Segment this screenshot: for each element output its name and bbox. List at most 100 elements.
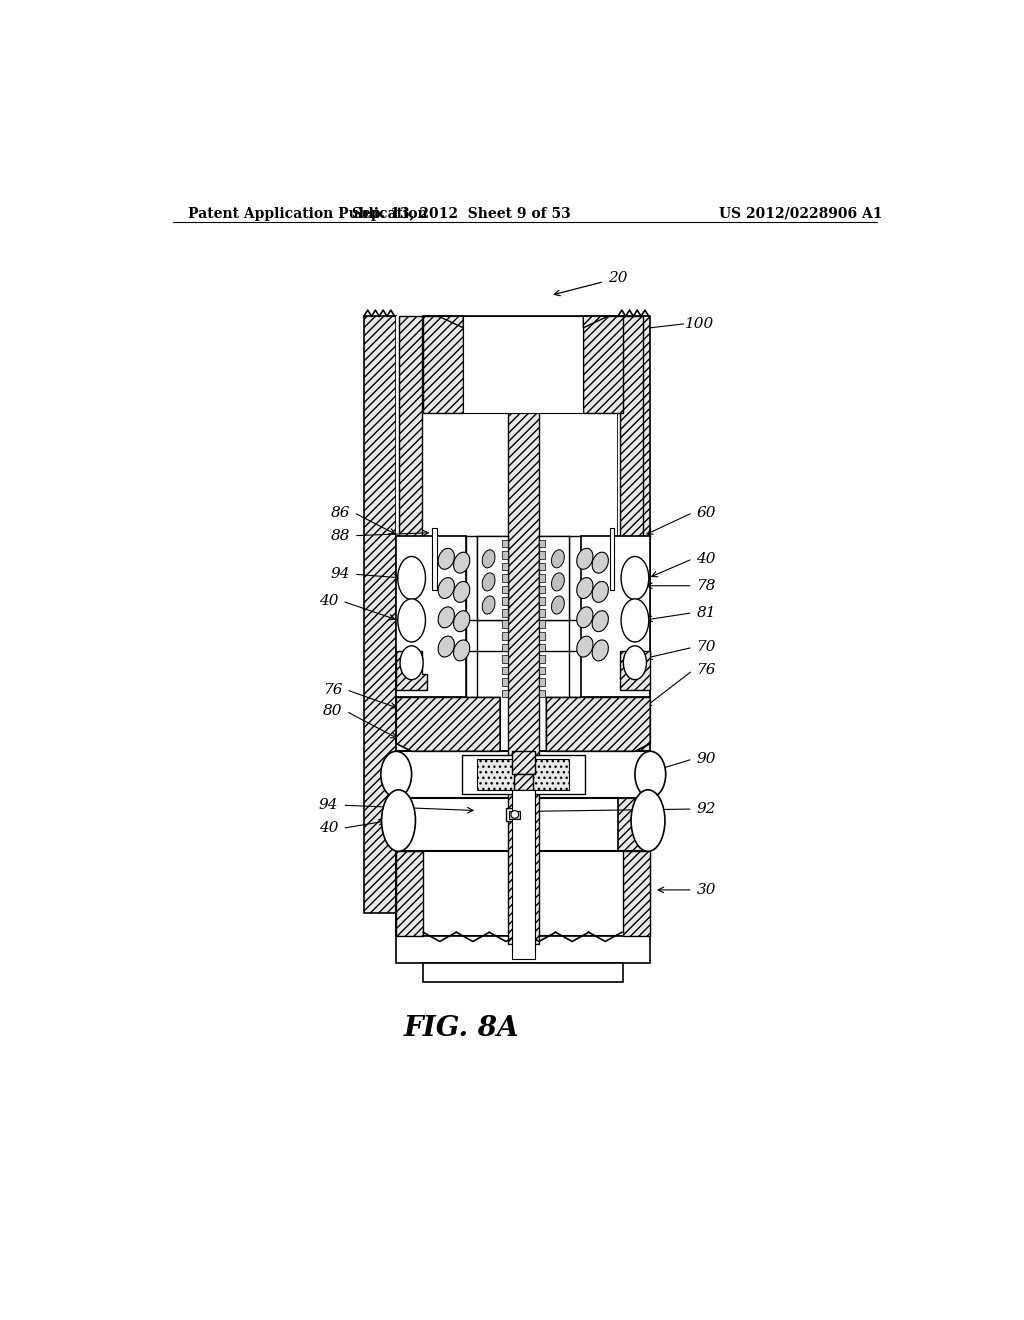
Bar: [617, 317, 650, 913]
Bar: [539, 609, 545, 616]
Text: 60: 60: [696, 506, 716, 520]
Text: 40: 40: [318, 594, 339, 609]
Bar: [539, 586, 545, 594]
Ellipse shape: [511, 810, 518, 818]
Text: 70: 70: [696, 640, 716, 655]
Bar: [502, 655, 508, 663]
Bar: [539, 540, 545, 548]
Ellipse shape: [592, 611, 608, 632]
Bar: [512, 751, 535, 775]
Bar: [514, 775, 532, 789]
Bar: [502, 552, 508, 558]
Bar: [396, 317, 398, 651]
Bar: [502, 574, 508, 582]
Polygon shape: [584, 317, 624, 327]
Bar: [539, 667, 545, 675]
Text: 90: 90: [696, 752, 716, 766]
Bar: [502, 562, 508, 570]
Bar: [423, 964, 624, 982]
Bar: [502, 667, 508, 675]
Bar: [502, 540, 508, 548]
Bar: [477, 759, 569, 789]
Ellipse shape: [482, 549, 495, 568]
Bar: [539, 689, 545, 697]
Text: 80: 80: [323, 705, 342, 718]
Ellipse shape: [552, 549, 564, 568]
Text: 76: 76: [323, 682, 342, 697]
Ellipse shape: [631, 789, 665, 851]
Text: 40: 40: [696, 552, 716, 566]
Ellipse shape: [482, 573, 495, 591]
Text: 30: 30: [696, 883, 716, 896]
Bar: [502, 678, 508, 686]
Ellipse shape: [624, 645, 646, 680]
Bar: [396, 936, 650, 964]
Bar: [512, 789, 535, 960]
Bar: [539, 678, 545, 686]
Ellipse shape: [454, 640, 470, 661]
Bar: [463, 317, 584, 413]
Bar: [502, 644, 508, 651]
Bar: [508, 335, 539, 944]
Text: Sep. 13, 2012  Sheet 9 of 53: Sep. 13, 2012 Sheet 9 of 53: [352, 207, 571, 220]
Bar: [621, 317, 643, 651]
Text: 94: 94: [331, 568, 350, 581]
Ellipse shape: [552, 595, 564, 614]
Text: 20: 20: [608, 271, 628, 285]
Ellipse shape: [577, 636, 593, 657]
Bar: [423, 317, 463, 413]
Ellipse shape: [382, 789, 416, 851]
Bar: [396, 751, 650, 797]
Text: 81: 81: [696, 606, 716, 619]
Bar: [539, 536, 569, 620]
Bar: [396, 851, 423, 936]
Bar: [364, 317, 396, 913]
Bar: [506, 808, 523, 821]
Bar: [396, 536, 466, 697]
Bar: [462, 755, 585, 793]
Bar: [539, 620, 545, 628]
Bar: [617, 317, 643, 651]
Ellipse shape: [438, 607, 455, 628]
Polygon shape: [396, 651, 427, 689]
Bar: [432, 528, 437, 590]
Bar: [539, 644, 545, 651]
Ellipse shape: [454, 552, 470, 573]
Ellipse shape: [454, 611, 470, 632]
Text: FIG. 8A: FIG. 8A: [403, 1015, 519, 1041]
Ellipse shape: [592, 640, 608, 661]
Ellipse shape: [621, 557, 649, 599]
Text: 78: 78: [696, 578, 716, 593]
Text: 92: 92: [696, 803, 716, 816]
Ellipse shape: [454, 581, 470, 602]
Ellipse shape: [621, 599, 649, 642]
Ellipse shape: [438, 548, 455, 569]
Bar: [502, 609, 508, 616]
Polygon shape: [423, 317, 463, 327]
Ellipse shape: [438, 578, 455, 598]
Ellipse shape: [592, 552, 608, 573]
Bar: [502, 689, 508, 697]
Ellipse shape: [552, 573, 564, 591]
Bar: [624, 851, 650, 936]
Bar: [398, 317, 422, 651]
Bar: [539, 562, 545, 570]
Bar: [539, 552, 545, 558]
Bar: [477, 536, 508, 620]
Ellipse shape: [397, 599, 425, 642]
Text: 100: 100: [685, 317, 714, 331]
Text: 88: 88: [331, 529, 350, 543]
Ellipse shape: [635, 751, 666, 797]
Text: 40: 40: [318, 821, 339, 836]
Bar: [539, 632, 545, 640]
Bar: [539, 655, 545, 663]
Bar: [502, 620, 508, 628]
Text: US 2012/0228906 A1: US 2012/0228906 A1: [719, 207, 883, 220]
Bar: [581, 536, 650, 697]
Polygon shape: [547, 697, 650, 751]
Bar: [509, 812, 520, 818]
Ellipse shape: [577, 607, 593, 628]
Ellipse shape: [577, 548, 593, 569]
Bar: [609, 528, 614, 590]
Bar: [539, 597, 545, 605]
